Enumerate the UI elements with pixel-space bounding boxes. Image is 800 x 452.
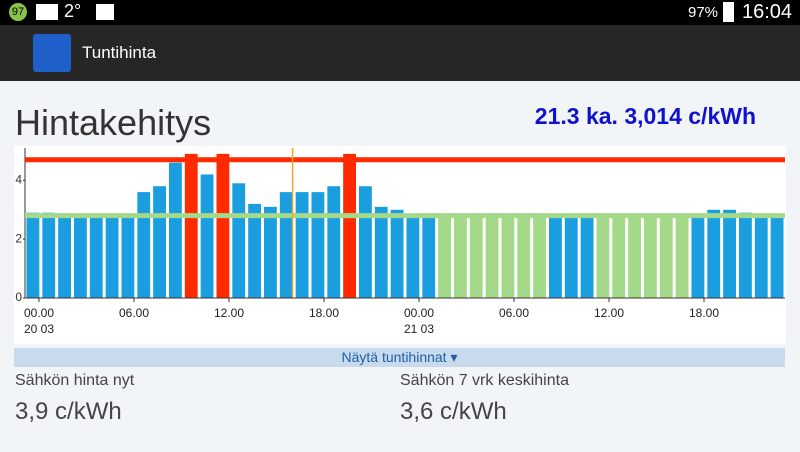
- stat-label: Sähkön hinta nyt: [15, 372, 135, 389]
- bar: [200, 174, 214, 298]
- bar: [691, 215, 705, 298]
- battery: 97%: [688, 4, 719, 21]
- status-bar: 97 2° 97% 16:04: [0, 0, 800, 25]
- bar: [184, 153, 198, 298]
- stat-value: 3,9 c/kWh: [15, 398, 122, 425]
- stat-value: 3,6 c/kWh: [400, 398, 507, 425]
- bar: [89, 215, 103, 298]
- bar: [469, 215, 483, 298]
- bar: [675, 215, 689, 298]
- bar: [232, 183, 246, 298]
- bar: [485, 215, 499, 298]
- bar: [343, 153, 356, 298]
- icon: [36, 4, 58, 20]
- heading: Hintakehitys: [15, 102, 212, 143]
- bar: [374, 206, 388, 298]
- toggle[interactable]: Näytä tuntihinnat ▾: [14, 348, 785, 367]
- bar: [359, 186, 372, 298]
- bar: [327, 186, 341, 298]
- app-title: Tuntihinta: [82, 43, 157, 62]
- bar: [723, 209, 736, 298]
- icon: [96, 4, 114, 20]
- bar: [549, 215, 562, 298]
- y-tick-label: 4: [15, 173, 22, 187]
- x-tick-label: 12.00: [594, 306, 624, 320]
- bar: [406, 215, 420, 298]
- bar: [264, 206, 277, 298]
- bar: [42, 212, 56, 298]
- bar: [390, 209, 404, 298]
- y-tick-label: 2: [15, 231, 22, 245]
- bar: [564, 215, 578, 298]
- badge: 97: [9, 3, 27, 21]
- bar: [612, 215, 626, 298]
- x-tick-label: 06.00: [499, 306, 529, 320]
- x-tick-label: 18.00: [309, 306, 339, 320]
- app-icon[interactable]: [33, 34, 71, 72]
- bar: [311, 192, 325, 298]
- bar: [707, 209, 721, 298]
- bar: [754, 215, 768, 298]
- bar: [596, 215, 610, 298]
- x-tick-label: 06.00: [119, 306, 149, 320]
- x-day-label: 20 03: [24, 322, 54, 336]
- x-tick-label: 12.00: [214, 306, 244, 320]
- bar: [659, 215, 673, 298]
- x-tick-label: 00.00: [404, 306, 434, 320]
- bar: [739, 212, 752, 298]
- stat-label: Sähkön 7 vrk keskihinta: [400, 372, 569, 389]
- x-tick-label: 00.00: [24, 306, 54, 320]
- time: 16:04: [742, 1, 793, 23]
- bar: [438, 215, 451, 298]
- bar: [454, 215, 467, 298]
- bar: [137, 192, 151, 298]
- bar: [121, 215, 135, 298]
- x-tick-label: 18.00: [689, 306, 719, 320]
- bar: [533, 215, 546, 298]
- bar: [628, 215, 641, 298]
- app-bar: Tuntihinta: [0, 25, 800, 81]
- bar: [105, 215, 119, 298]
- bar: [770, 215, 784, 298]
- chart: 0 2 4 00.00 20 03 06.00 12.00 18.00 00.00 21 03 06…: [14, 146, 786, 344]
- summary: 21.3 ka. 3,014 c/kWh: [534, 103, 756, 129]
- bar: [169, 162, 182, 298]
- temperature: 2°: [64, 1, 82, 21]
- bar: [422, 215, 436, 298]
- bar: [644, 215, 657, 298]
- bar: [26, 212, 40, 298]
- bar: [501, 215, 515, 298]
- bar: [580, 215, 594, 298]
- bar: [58, 215, 71, 298]
- bar: [517, 215, 531, 298]
- bar: [74, 215, 87, 298]
- bar: [216, 153, 230, 298]
- bar: [153, 186, 166, 298]
- bar: [295, 192, 309, 298]
- bar: [248, 203, 261, 298]
- y-tick-label: 0: [15, 290, 22, 304]
- battery-icon: [723, 2, 734, 22]
- bar: [279, 192, 293, 298]
- x-day-label: 21 03: [404, 322, 434, 336]
